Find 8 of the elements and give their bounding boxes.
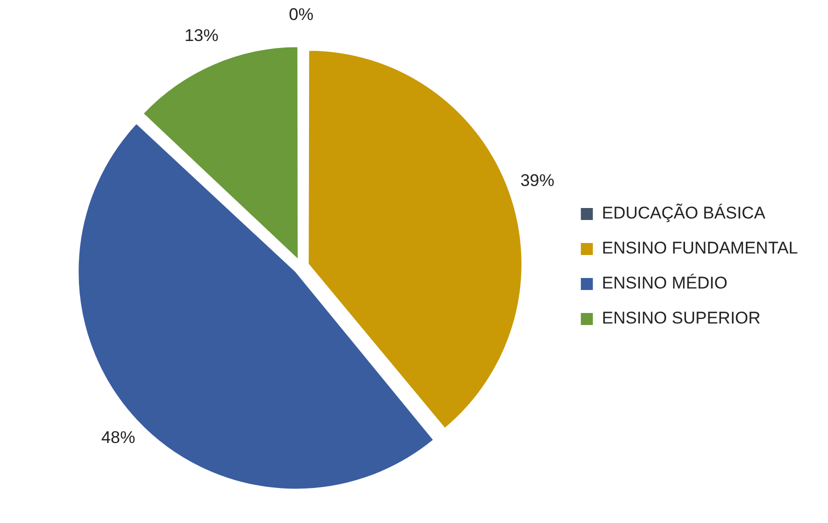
data-label: 48% (101, 428, 136, 448)
text: 0% (288, 5, 314, 24)
legend-label: ENSINO FUNDAMENTAL (602, 238, 798, 258)
legend-label: ENSINO SUPERIOR (602, 308, 761, 328)
data-label: 13% (184, 26, 219, 45)
legend-label: EDUCAÇÃO BÁSICA (602, 204, 766, 223)
legend-label: ENSINO MÉDIO (602, 274, 728, 293)
data-label: 39% (520, 171, 554, 190)
